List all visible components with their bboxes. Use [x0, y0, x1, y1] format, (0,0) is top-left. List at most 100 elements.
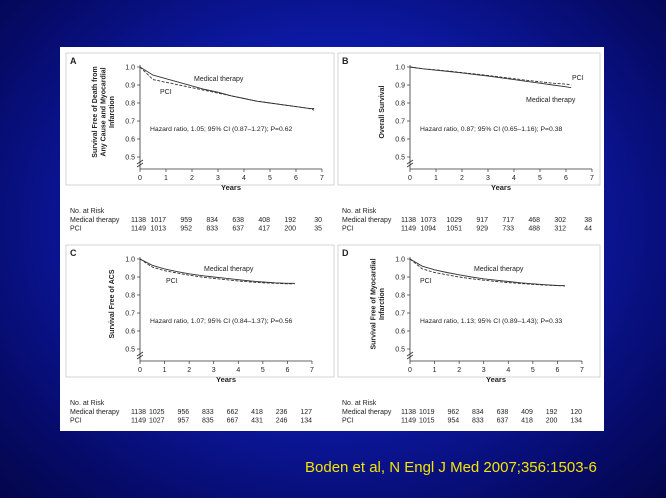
y-tick-label: 0.9 [125, 83, 135, 90]
x-tick-label: 2 [190, 175, 194, 182]
risk-row-medical-therapy: Medical therapy [70, 409, 120, 416]
risk-count: 835 [202, 418, 214, 425]
risk-count: 1138 [401, 217, 416, 224]
risk-count: 1013 [150, 226, 166, 233]
x-tick-label: 2 [460, 175, 464, 182]
risk-count: 637 [497, 418, 509, 425]
panel-label: C [70, 248, 77, 258]
risk-count: 1019 [419, 409, 435, 416]
axis-break-mark [406, 354, 414, 360]
x-tick-label: 5 [538, 175, 542, 182]
citation-text: Boden et al, N Engl J Med 2007;356:1503-… [305, 459, 597, 476]
y-axis-label-line: Survival Free of Myocardial [371, 258, 378, 349]
risk-count: 667 [227, 418, 239, 425]
x-tick-label: 5 [531, 367, 535, 374]
x-tick-label: 4 [512, 175, 516, 182]
y-axis-label: Survival Free of Death from Any Cause and… [92, 66, 116, 157]
y-axis-label-line: Infarction [379, 288, 386, 320]
risk-count: 127 [300, 409, 312, 416]
x-tick-label: 6 [285, 367, 289, 374]
y-axis-label-line: Survival Free of ACS [109, 269, 116, 338]
risk-count: 312 [554, 226, 566, 233]
panel-frame [65, 244, 335, 378]
panel-label: A [70, 56, 77, 66]
axis-break-mark [136, 159, 144, 165]
x-tick-label: 0 [408, 367, 412, 374]
panel-frame [65, 52, 335, 186]
x-tick-label: 5 [261, 367, 265, 374]
axis-break-mark [136, 162, 144, 168]
hazard-ratio-annotation: Hazard ratio, 1.13; 95% CI (0.89–1.43); … [420, 318, 562, 325]
risk-count: 431 [251, 418, 263, 425]
x-tick-label: 0 [138, 367, 142, 374]
y-axis-label: Survival Free of Myocardial Infarction [371, 258, 387, 349]
x-tick-label: 3 [486, 175, 490, 182]
risk-count: 834 [206, 217, 218, 224]
panel-frame [337, 52, 601, 186]
km-panel-d: D 0.5 0.6 0.7 0.8 0.9 1.0 0 1 2 3 4 5 6 7 Years Survival… [337, 244, 601, 425]
axis-break-mark [136, 351, 144, 357]
axis-break-mark [406, 351, 414, 357]
risk-count: 637 [232, 226, 244, 233]
risk-count: 192 [546, 409, 558, 416]
pci-curve-label: PCI [420, 278, 432, 285]
figure-panel: A 0.5 0.6 0.7 0.8 0.9 1.0 0 1 2 3 4 5 6 7 Years Survival… [60, 47, 604, 431]
y-tick-label: 1.0 [125, 65, 135, 72]
km-panel-a: A 0.5 0.6 0.7 0.8 0.9 1.0 0 1 2 3 4 5 6 7 Years Survival… [65, 52, 335, 233]
risk-count: 134 [570, 418, 582, 425]
x-tick-label: 4 [506, 367, 510, 374]
y-tick-label: 0.5 [125, 155, 135, 162]
risk-table-title: No. at Risk [70, 400, 105, 407]
x-tick-label: 6 [294, 175, 298, 182]
risk-count: 833 [472, 418, 484, 425]
x-tick-label: 3 [482, 367, 486, 374]
x-tick-label: 0 [408, 175, 412, 182]
pci-curve [409, 66, 572, 86]
x-axis-label: Years [491, 183, 511, 192]
y-tick-label: 1.0 [395, 65, 405, 72]
risk-count: 1017 [150, 217, 166, 224]
risk-count: 962 [447, 409, 459, 416]
risk-row-pci: PCI [70, 418, 82, 425]
x-tick-label: 4 [242, 175, 246, 182]
axis-break-mark [406, 159, 414, 165]
risk-count: 35 [314, 226, 322, 233]
y-tick-label: 0.8 [395, 101, 405, 108]
panel-label: B [342, 56, 349, 66]
medical-therapy-curve-label: Medical therapy [474, 266, 524, 273]
risk-count: 1094 [420, 226, 436, 233]
risk-count: 1027 [149, 418, 165, 425]
y-tick-label: 0.5 [125, 347, 135, 354]
risk-count: 959 [180, 217, 192, 224]
x-tick-label: 0 [138, 175, 142, 182]
risk-count: 488 [528, 226, 540, 233]
risk-row-medical-therapy: Medical therapy [70, 217, 120, 224]
y-tick-label: 0.5 [395, 155, 405, 162]
risk-count: 952 [180, 226, 192, 233]
risk-count: 418 [251, 409, 263, 416]
km-panel-c: C 0.5 0.6 0.7 0.8 0.9 1.0 0 1 2 3 4 5 6 7 Years Survival… [65, 244, 335, 425]
y-tick-label: 0.6 [125, 137, 135, 144]
x-tick-label: 3 [212, 367, 216, 374]
medical-therapy-curve [139, 66, 315, 109]
risk-count: 417 [258, 226, 270, 233]
x-tick-label: 7 [310, 367, 314, 374]
risk-count: 408 [258, 217, 270, 224]
risk-count: 1149 [131, 226, 146, 233]
risk-row-pci: PCI [342, 226, 354, 233]
y-axis-label-line: Infarction [109, 96, 116, 128]
risk-count: 1138 [131, 409, 146, 416]
risk-row-pci: PCI [342, 418, 354, 425]
risk-count: 957 [177, 418, 189, 425]
pci-curve [139, 258, 295, 285]
risk-count: 1138 [401, 409, 416, 416]
risk-table-title: No. at Risk [342, 400, 377, 407]
risk-count: 1029 [446, 217, 462, 224]
risk-row-medical-therapy: Medical therapy [342, 217, 392, 224]
hazard-ratio-annotation: Hazard ratio, 0.87; 95% CI (0.65–1.16); … [420, 126, 562, 133]
axis-break-mark [136, 354, 144, 360]
x-tick-label: 2 [187, 367, 191, 374]
x-tick-label: 6 [564, 175, 568, 182]
risk-count: 1051 [446, 226, 462, 233]
x-tick-label: 1 [434, 175, 438, 182]
